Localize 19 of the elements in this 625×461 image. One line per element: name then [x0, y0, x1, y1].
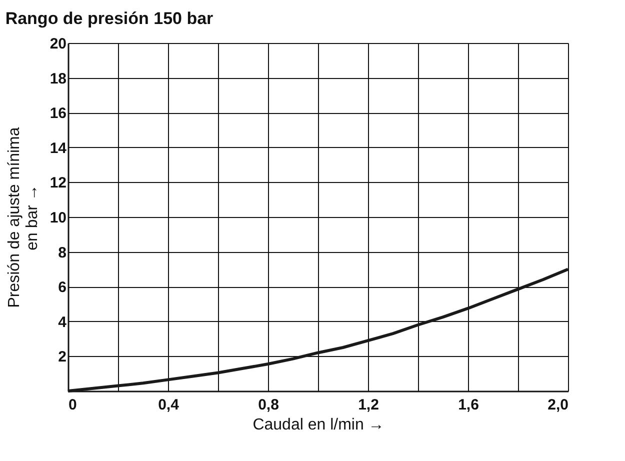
y-tick-label: 14 — [50, 140, 68, 157]
chart-title: Rango de presión 150 bar — [5, 9, 214, 28]
y-tick-label: 6 — [58, 279, 66, 296]
y-tick-label: 10 — [50, 210, 66, 226]
y-tick-label: 8 — [58, 244, 66, 262]
y-axis-title: Presión de ajuste mínima en bar → — [6, 127, 41, 308]
x-tick-label: 0,4 — [158, 396, 180, 414]
y-tick-label: 2 — [58, 348, 66, 366]
x-tick-label: 1,2 — [358, 396, 379, 414]
x-tick-label: 2,0 — [548, 396, 568, 414]
y-tick-label: 20 — [50, 36, 66, 52]
x-tick-label: 0 — [68, 396, 77, 414]
x-tick-label: 0,8 — [258, 396, 279, 414]
y-tick-label: 12 — [50, 174, 66, 192]
x-tick-label: 1,6 — [458, 396, 479, 414]
y-tick-label: 4 — [58, 314, 68, 331]
y-tick-label: 18 — [50, 70, 66, 88]
y-tick-label: 16 — [50, 105, 66, 122]
x-axis-title: Caudal en l/min → — [252, 416, 384, 434]
